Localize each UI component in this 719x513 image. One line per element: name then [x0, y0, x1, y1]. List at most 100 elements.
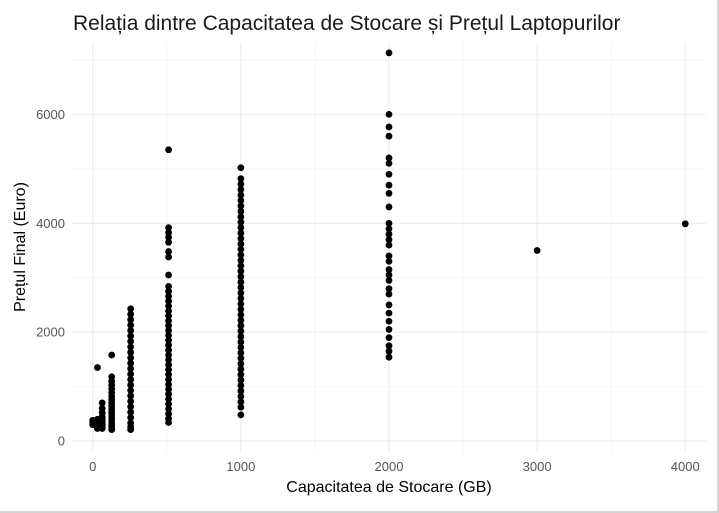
- data-point: [94, 364, 101, 371]
- data-point: [237, 175, 245, 183]
- data-point: [237, 294, 245, 302]
- data-point: [237, 305, 245, 313]
- data-point: [385, 252, 393, 260]
- data-point: [165, 410, 172, 418]
- data-point: [127, 381, 135, 389]
- data-point: [385, 326, 393, 333]
- data-point: [165, 297, 172, 305]
- data-point: [237, 398, 245, 406]
- data-point: [165, 307, 172, 315]
- data-point: [165, 292, 172, 300]
- data-point: [127, 403, 135, 411]
- data-point: [385, 285, 393, 292]
- data-point: [165, 287, 172, 295]
- data-point: [237, 251, 245, 259]
- data-point: [385, 154, 393, 162]
- data-point: [165, 283, 172, 290]
- data-point: [237, 382, 245, 389]
- data-point: [165, 351, 172, 359]
- data-point: [127, 359, 135, 367]
- data-point: [108, 426, 116, 433]
- data-point: [165, 238, 172, 246]
- data-points: [89, 49, 689, 433]
- y-tick-label: 0: [58, 434, 65, 449]
- data-point: [127, 414, 135, 422]
- data-point: [165, 356, 172, 364]
- data-point: [127, 370, 135, 378]
- data-point: [385, 111, 393, 118]
- data-point: [237, 278, 245, 286]
- data-point: [385, 225, 393, 233]
- data-point: [165, 322, 172, 330]
- data-point: [237, 213, 245, 221]
- data-point: [385, 132, 393, 140]
- data-point: [237, 267, 245, 275]
- data-point: [127, 327, 135, 334]
- data-point: [385, 334, 393, 341]
- x-tick-label: 0: [89, 459, 96, 474]
- data-point: [237, 322, 245, 330]
- data-point: [237, 311, 245, 319]
- data-point: [237, 202, 245, 210]
- data-point: [237, 387, 245, 395]
- data-point: [237, 256, 245, 264]
- data-point: [237, 180, 245, 188]
- data-point: [385, 170, 393, 178]
- data-point: [237, 197, 245, 204]
- data-point: [165, 146, 172, 154]
- data-point: [237, 360, 245, 368]
- data-point: [237, 262, 245, 270]
- data-point: [385, 301, 393, 309]
- data-point: [237, 186, 245, 193]
- data-point: [165, 405, 172, 413]
- data-point: [385, 266, 393, 273]
- data-point: [165, 312, 172, 320]
- data-point: [127, 376, 135, 383]
- data-point: [165, 366, 172, 374]
- data-point: [165, 253, 172, 261]
- data-point: [385, 123, 393, 131]
- y-tick-label: 6000: [36, 107, 65, 122]
- data-point: [237, 349, 245, 357]
- data-point: [237, 289, 245, 297]
- data-point: [127, 348, 135, 356]
- x-tick-label: 3000: [523, 459, 552, 474]
- data-point: [533, 247, 541, 254]
- data-point: [165, 395, 172, 403]
- data-point: [165, 376, 172, 383]
- data-point: [165, 271, 172, 279]
- y-axis-title: Prețul Final (Euro): [12, 182, 29, 312]
- data-point: [165, 371, 172, 379]
- data-point: [127, 408, 135, 416]
- data-point: [385, 290, 393, 298]
- data-point: [385, 277, 393, 284]
- data-point: [385, 203, 393, 211]
- data-point: [165, 224, 172, 232]
- data-point: [237, 411, 245, 419]
- data-point: [681, 220, 689, 228]
- data-point: [127, 310, 135, 318]
- y-tick-label: 2000: [36, 325, 65, 340]
- data-point: [237, 207, 245, 215]
- data-point: [385, 159, 393, 167]
- data-point: [385, 236, 393, 244]
- tick-labels: 0 1000 2000 3000 4000 0 2000 4000 6000: [36, 107, 700, 474]
- data-point: [165, 381, 172, 388]
- data-point: [127, 426, 135, 433]
- x-tick-label: 4000: [671, 459, 700, 474]
- data-point: [98, 425, 106, 432]
- data-point: [385, 189, 393, 197]
- data-point: [237, 365, 245, 373]
- data-point: [165, 361, 172, 369]
- data-point: [237, 300, 245, 308]
- data-point: [385, 181, 393, 189]
- data-point: [108, 351, 116, 359]
- data-point: [165, 234, 172, 241]
- data-point: [237, 164, 245, 172]
- data-point: [237, 392, 245, 400]
- data-point: [237, 327, 245, 335]
- data-point: [237, 191, 245, 199]
- y-tick-label: 4000: [36, 216, 65, 231]
- data-point: [127, 397, 135, 405]
